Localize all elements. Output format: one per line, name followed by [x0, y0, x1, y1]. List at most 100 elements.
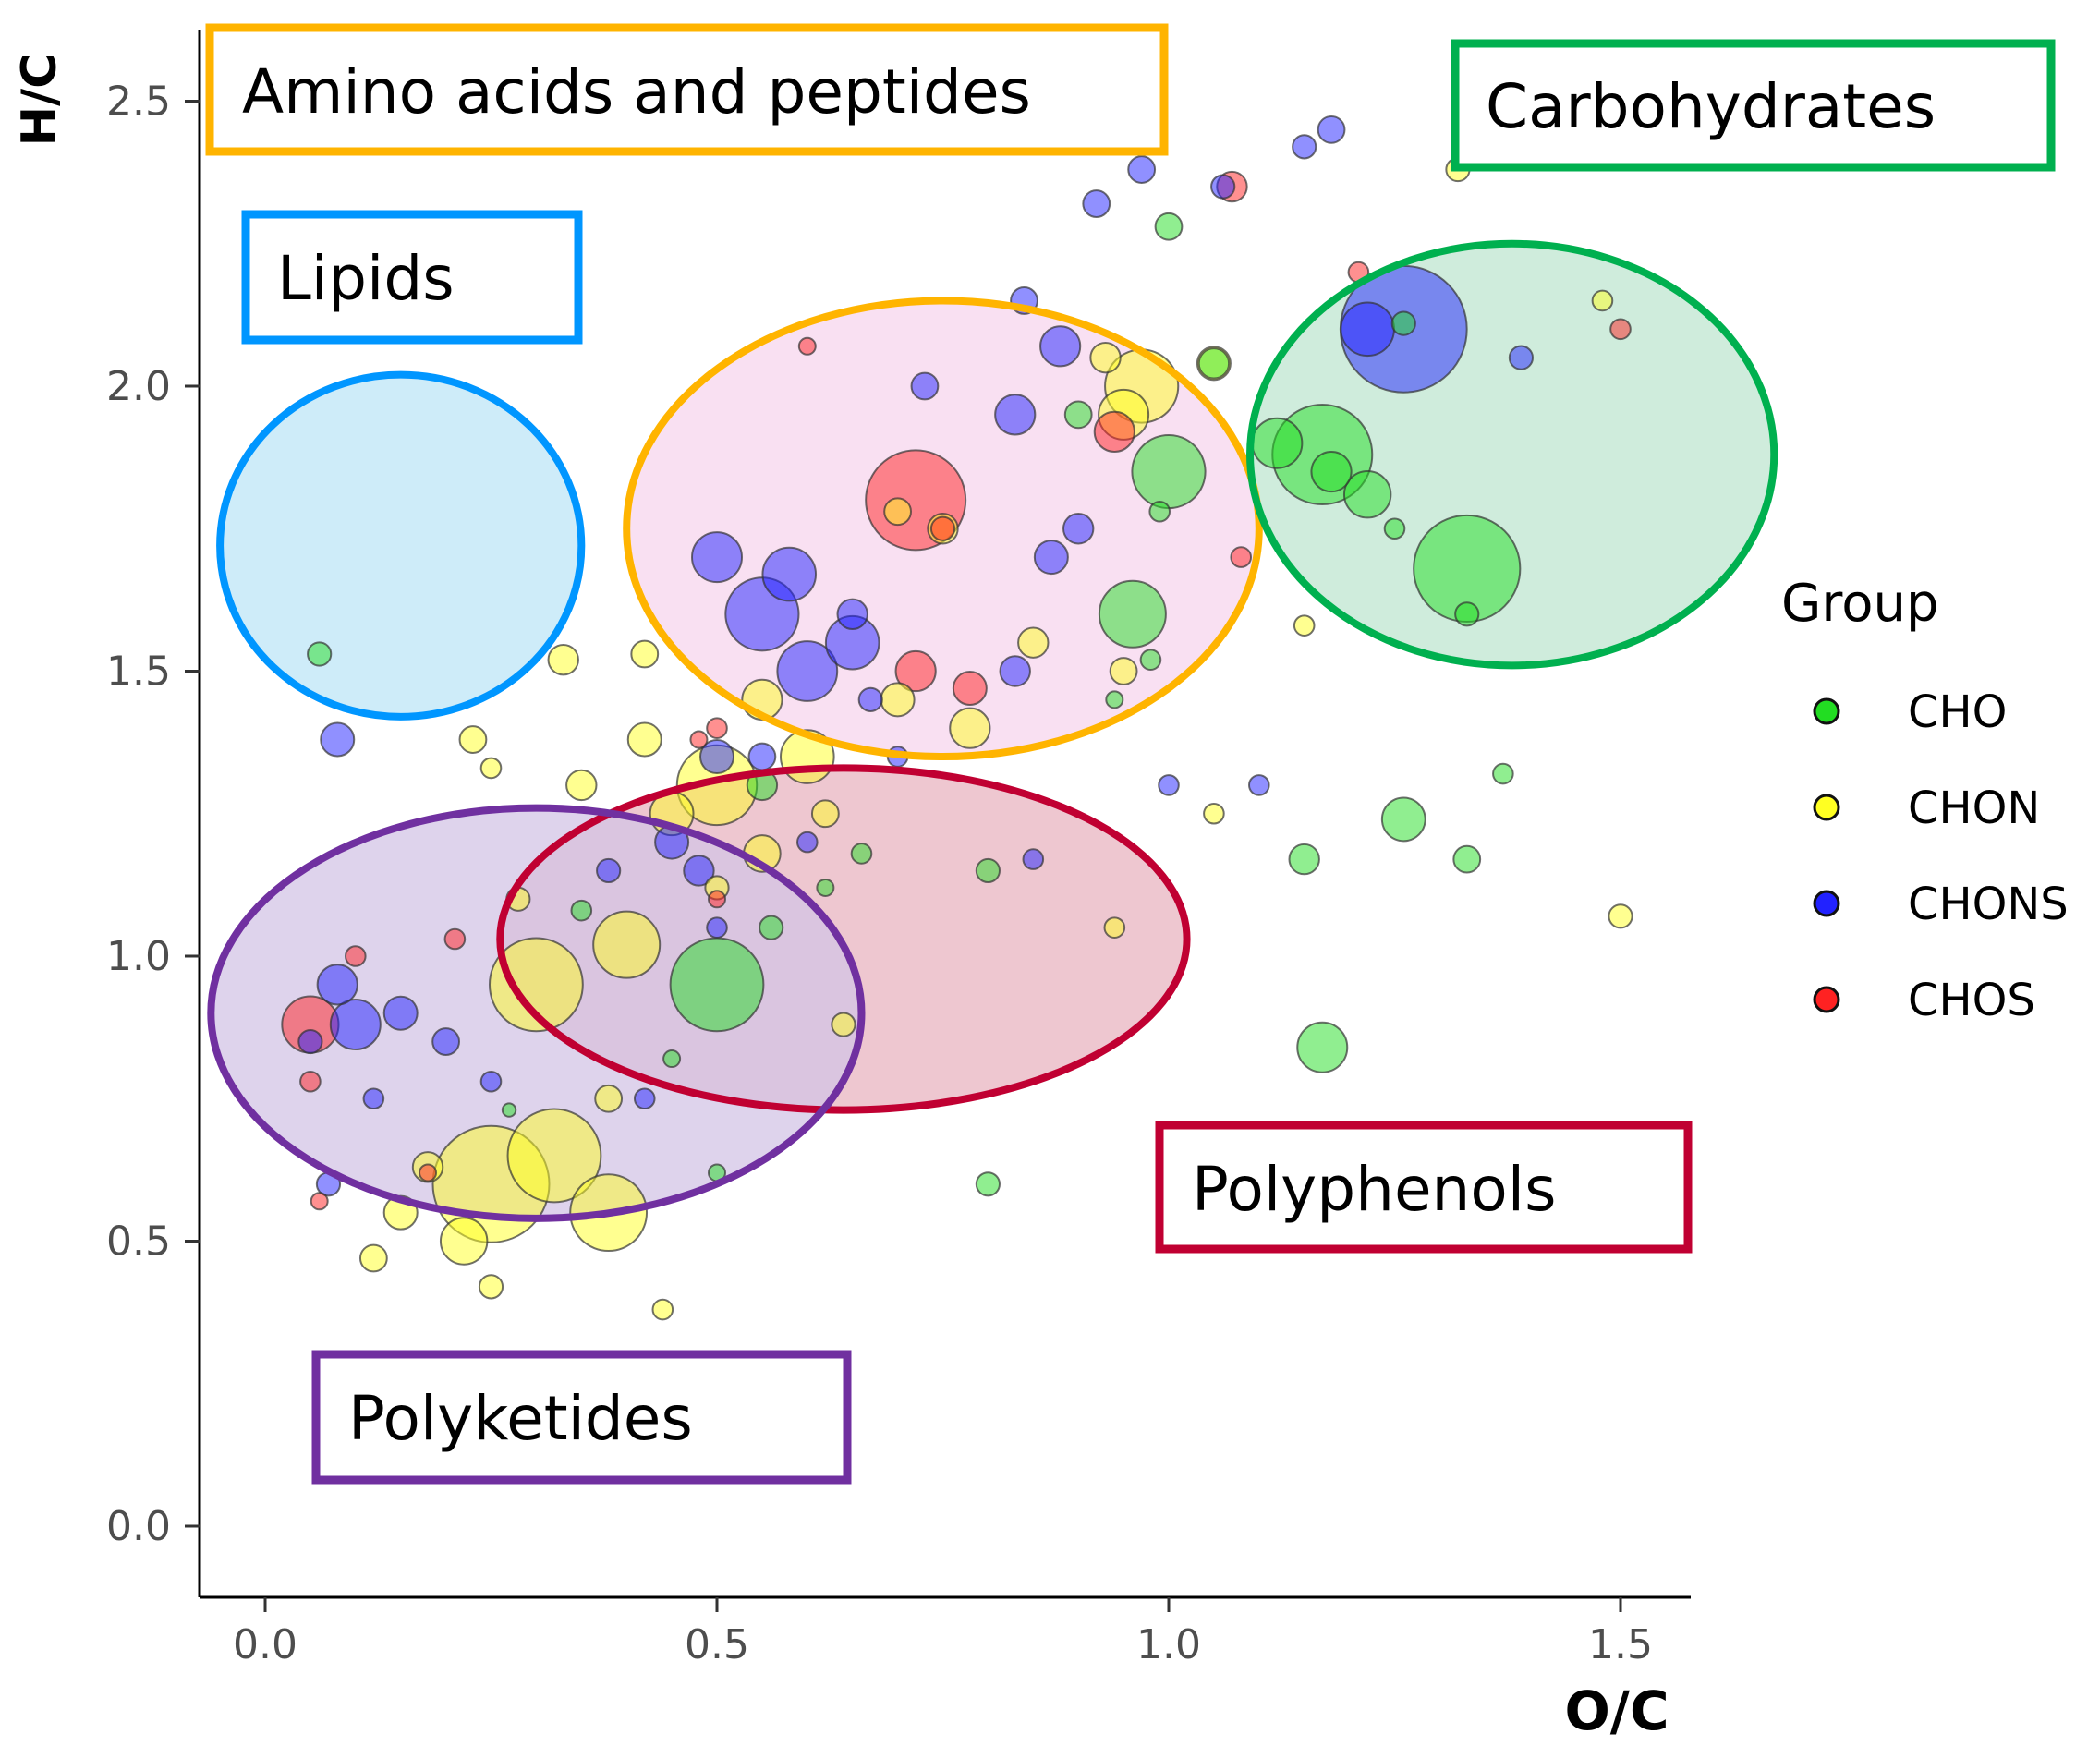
point-chos [689, 730, 709, 749]
point-cho [307, 641, 333, 667]
point-chos [310, 1192, 329, 1211]
point-chons [910, 371, 940, 401]
point-chon [439, 1217, 489, 1266]
point-chos [894, 649, 937, 693]
point-cho [1154, 212, 1184, 241]
point-chon [630, 639, 660, 669]
point-chon [358, 1243, 388, 1273]
point-cho [975, 1171, 1001, 1197]
region-ellipses [211, 243, 1775, 1218]
point-chons [1033, 540, 1069, 576]
lipids-label: Lipids [277, 243, 455, 314]
point-chons [683, 855, 715, 887]
point-chon [831, 1012, 856, 1037]
point-chons [297, 1028, 323, 1055]
lipids-label-box [241, 210, 583, 345]
point-chon [883, 497, 912, 527]
point-chos [797, 336, 817, 356]
point-cho [1390, 310, 1416, 336]
point-chons [761, 546, 818, 602]
region-fill-lipids [220, 374, 582, 717]
point-cho [1310, 450, 1353, 493]
point-chons [699, 739, 734, 775]
point-chons [1039, 325, 1082, 368]
point-cho [1342, 470, 1392, 519]
point-chon [594, 1084, 624, 1113]
polyphenols-label-box [1155, 1121, 1693, 1254]
point-chons [747, 742, 777, 771]
point-chons [320, 721, 356, 758]
point-chon [458, 725, 488, 754]
point-cho [1063, 400, 1093, 430]
legend-swatch-chons [1813, 890, 1840, 917]
point-chons [1062, 513, 1095, 545]
point-chon [1293, 614, 1316, 637]
region-outline-amino-acids-and-peptides [623, 297, 1263, 761]
point-chons [994, 394, 1037, 436]
point-chons [362, 1087, 385, 1110]
polyketides-label-box [311, 1350, 852, 1485]
point-chons [796, 831, 819, 854]
point-chon [506, 1108, 602, 1204]
x-tick-label: 1.0 [1136, 1621, 1201, 1668]
point-cho [1139, 649, 1162, 671]
point-chons [382, 995, 419, 1031]
point-chon [1608, 903, 1633, 929]
point-chos [299, 1070, 322, 1093]
point-cho [975, 857, 1001, 884]
point-chos [1609, 318, 1632, 341]
point-chons [1508, 345, 1535, 370]
point-chon [592, 910, 662, 979]
point-cho [662, 1049, 682, 1069]
point-chos [708, 890, 726, 909]
point-chons [329, 999, 382, 1051]
point-chons [1292, 134, 1317, 160]
point-chos [419, 1163, 438, 1182]
region-outline-lipids [216, 370, 586, 721]
point-chons [836, 598, 868, 630]
point-cho [1197, 347, 1231, 380]
amino-label: Amino acids and peptides [242, 56, 1031, 127]
point-chons [1317, 115, 1346, 144]
point-chons [999, 655, 1031, 687]
point-cho [1288, 843, 1320, 876]
point-chon [1591, 289, 1614, 312]
region-outline-carbohydrates [1246, 239, 1778, 670]
y-tick-label: 0.5 [106, 1218, 171, 1266]
point-cho [1452, 844, 1482, 874]
point-chos [929, 515, 956, 541]
point-cho [1492, 762, 1514, 785]
legend-label-chon: CHON [1908, 782, 2040, 834]
point-chon [547, 643, 579, 676]
point-chons [633, 1087, 656, 1110]
legend-swatch-cho [1813, 697, 1840, 725]
point-chon [478, 1274, 504, 1300]
x-tick-label: 0.5 [685, 1621, 749, 1668]
point-chons [431, 1027, 461, 1056]
point-chon [489, 937, 584, 1033]
y-tick-label: 2.0 [106, 363, 171, 410]
legend-label-chos: CHOS [1908, 975, 2035, 1026]
point-chos [706, 717, 728, 740]
polyphenols-label: Polyphenols [1192, 1154, 1557, 1225]
point-cho [1454, 601, 1480, 627]
point-chons [776, 640, 839, 702]
point-chos [1230, 546, 1253, 568]
point-cho [1098, 579, 1167, 649]
polyketides-label: Polyketides [348, 1383, 693, 1454]
legend-label-cho: CHO [1908, 686, 2007, 738]
point-chon [1103, 916, 1126, 939]
point-chons [316, 964, 358, 1006]
x-tick-label: 1.5 [1588, 1621, 1653, 1668]
point-chons [691, 531, 743, 584]
region-outline-polyphenols [496, 764, 1191, 1114]
point-chons [1082, 189, 1111, 218]
point-chos [443, 927, 467, 951]
point-chos [1093, 410, 1135, 453]
legend: Group CHO CHON CHONS CHOS [1781, 574, 2069, 1026]
point-cho [816, 878, 835, 897]
region-outlines [207, 239, 1778, 1222]
point-chon [565, 769, 598, 802]
y-tick-label: 0.0 [106, 1503, 171, 1550]
y-tick-label: 1.0 [106, 933, 171, 980]
